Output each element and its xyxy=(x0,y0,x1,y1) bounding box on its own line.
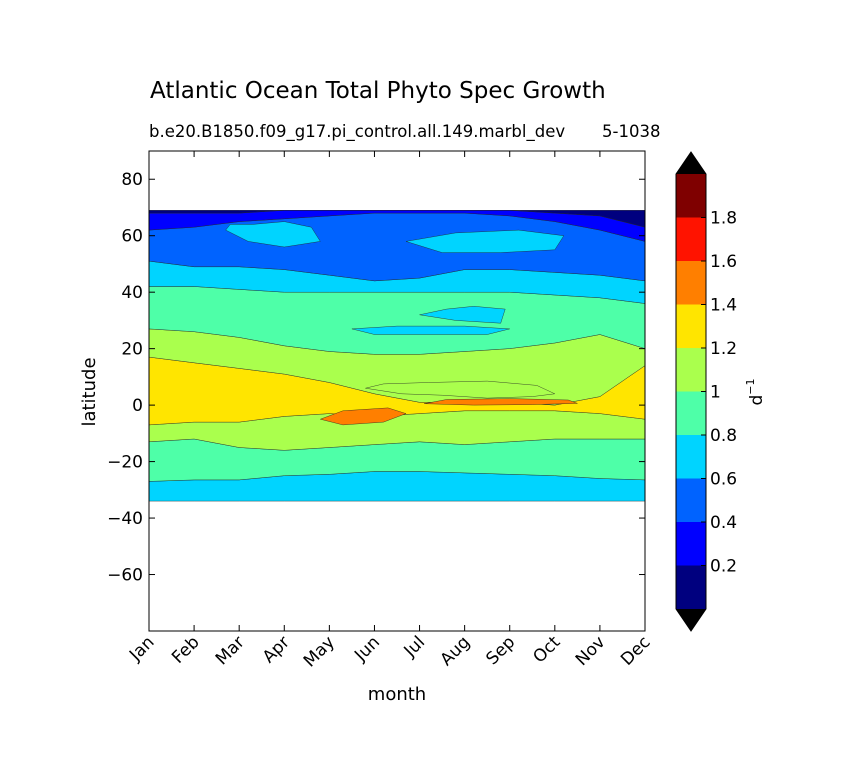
colorbar-extend-low xyxy=(676,609,706,631)
y-tick-label: 60 xyxy=(121,227,143,247)
plot-frame xyxy=(148,150,646,632)
colorbar-segment-3 xyxy=(676,435,706,479)
colorbar-label-exponent: −1 xyxy=(744,378,757,394)
contour-patch-5 xyxy=(319,407,407,426)
colorbar-segment-7 xyxy=(676,261,706,305)
contour-patch-2 xyxy=(351,325,510,335)
y-axis-label: latitude xyxy=(79,357,100,426)
chart-subtitle: b.e20.B1850.f09_g17.pi_control.all.149.m… xyxy=(149,122,565,142)
colorbar-segment-4 xyxy=(676,391,706,435)
svg-text:d−1: d−1 xyxy=(744,378,767,405)
colorbar-label-unit: d xyxy=(747,395,767,406)
colorbar-segment-6 xyxy=(676,304,706,348)
colorbar-tick-label: 0.2 xyxy=(710,557,737,577)
x-axis-label: month xyxy=(368,684,426,705)
colorbar-extend-high xyxy=(676,152,706,174)
colorbar-tick-label: 1.8 xyxy=(710,209,737,229)
colorbar xyxy=(675,151,707,632)
colorbar-outline xyxy=(675,151,707,632)
colorbar-tick-label: 0.4 xyxy=(710,513,737,533)
colorbar-tick-label: 1.4 xyxy=(710,296,737,316)
contour-patch-6 xyxy=(424,398,578,406)
colorbar-tick-label: 0.6 xyxy=(710,470,737,490)
colorbar-tick-label: 0.8 xyxy=(710,426,737,446)
colorbar-segment-2 xyxy=(676,478,706,522)
chart-subtitle-right: 5-1038 xyxy=(602,122,660,141)
chart-title: Atlantic Ocean Total Phyto Spec Growth xyxy=(150,78,606,104)
colorbar-segment-8 xyxy=(676,217,706,261)
colorbar-label: d−1 xyxy=(744,378,767,405)
contour-patch-4 xyxy=(365,380,556,399)
y-tick-label: 20 xyxy=(121,340,143,360)
contour-band-9 xyxy=(149,210,645,228)
y-tick-label: 80 xyxy=(121,170,143,190)
colorbar-tick-label: 1 xyxy=(710,383,721,403)
y-tick-label: −20 xyxy=(107,453,143,473)
contour-patch-1 xyxy=(405,229,565,253)
y-tick-label: −60 xyxy=(107,566,143,586)
y-tick-label: −40 xyxy=(107,509,143,529)
y-tick-label: 0 xyxy=(132,396,143,416)
colorbar-segment-9 xyxy=(676,174,706,218)
colorbar-segment-5 xyxy=(676,348,706,392)
colorbar-segment-1 xyxy=(676,522,706,566)
colorbar-tick-label: 1.6 xyxy=(710,252,737,272)
contour-patch-3 xyxy=(419,306,506,324)
colorbar-segment-0 xyxy=(676,565,706,609)
y-tick-label: 40 xyxy=(121,283,143,303)
colorbar-tick-label: 1.2 xyxy=(710,339,737,359)
contour-patch-0 xyxy=(225,221,321,248)
contour-plot-area xyxy=(149,151,645,631)
